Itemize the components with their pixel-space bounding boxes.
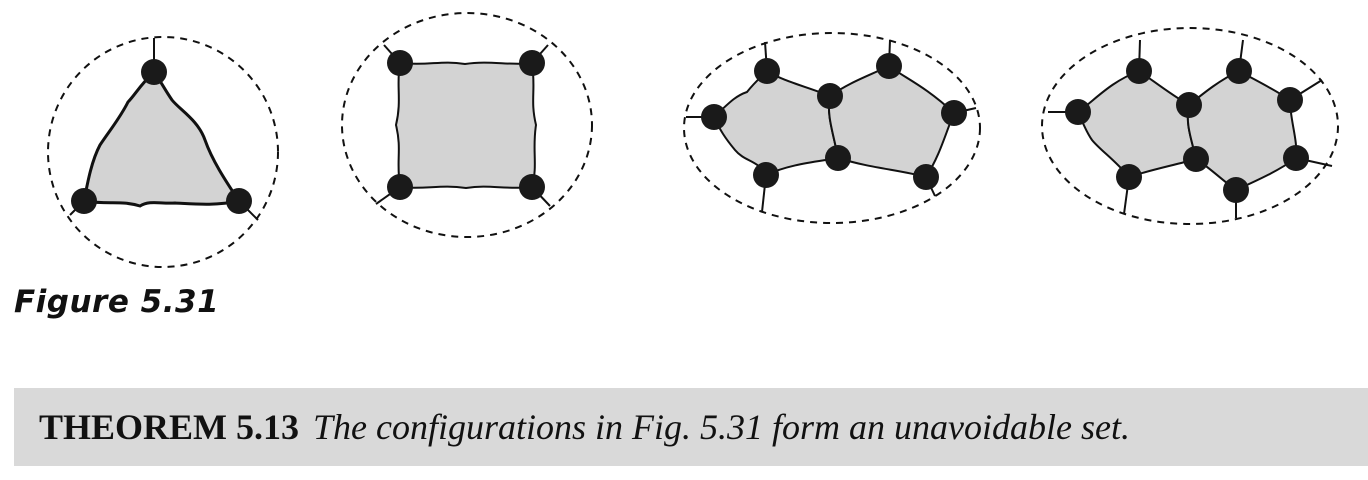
- region-face: [394, 61, 538, 190]
- vertex: [817, 83, 843, 109]
- vertex: [754, 58, 780, 84]
- vertex: [1126, 58, 1152, 84]
- theorem-box: THEOREM 5.13 The configurations in Fig. 5…: [14, 388, 1368, 466]
- region-face: [1076, 69, 1198, 179]
- configuration-triangle: [47, 36, 279, 268]
- vertex: [226, 188, 252, 214]
- vertex: [387, 50, 413, 76]
- theorem-statement: The configurations in Fig. 5.31 form an …: [313, 407, 1130, 447]
- dashed-boundary: [47, 36, 279, 268]
- vertex: [701, 104, 727, 130]
- vertex: [941, 100, 967, 126]
- dashed-boundary: [341, 12, 593, 238]
- vertex: [1176, 92, 1202, 118]
- vertex: [519, 50, 545, 76]
- vertex: [1226, 58, 1252, 84]
- vertex: [387, 174, 413, 200]
- vertex: [1065, 99, 1091, 125]
- dashed-boundary: [683, 32, 981, 224]
- vertex: [1277, 87, 1303, 113]
- vertex: [825, 145, 851, 171]
- region-face: [1186, 69, 1298, 192]
- region-face: [712, 69, 840, 177]
- vertex: [1116, 164, 1142, 190]
- region-face: [82, 69, 242, 208]
- vertex: [876, 53, 902, 79]
- vertex: [71, 188, 97, 214]
- theorem-label: THEOREM 5.13: [39, 407, 300, 447]
- vertex: [519, 174, 545, 200]
- configuration-two-pentagons: [683, 32, 981, 224]
- vertex: [1183, 146, 1209, 172]
- vertex: [913, 164, 939, 190]
- vertex: [141, 59, 167, 85]
- theorem-text: THEOREM 5.13 The configurations in Fig. 5…: [39, 406, 1130, 448]
- figure-configurations: [47, 12, 1339, 268]
- vertex: [753, 162, 779, 188]
- configuration-square: [341, 12, 593, 238]
- configuration-pentagon-hexagon: [1041, 27, 1339, 225]
- vertex: [1223, 177, 1249, 203]
- dashed-boundary: [1041, 27, 1339, 225]
- figure-caption: Figure 5.31: [14, 284, 220, 320]
- vertex: [1283, 145, 1309, 171]
